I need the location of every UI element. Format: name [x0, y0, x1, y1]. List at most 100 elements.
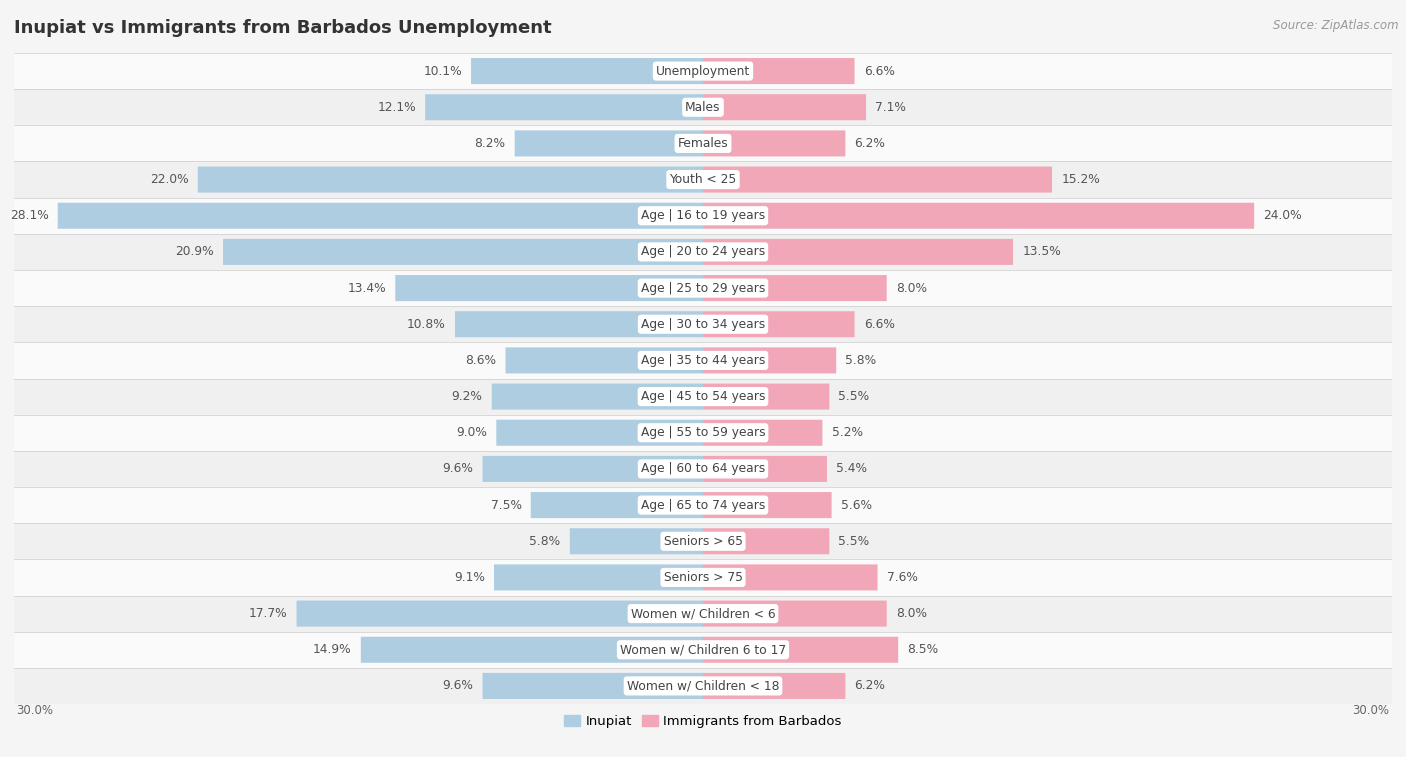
Text: 12.1%: 12.1% — [377, 101, 416, 114]
FancyBboxPatch shape — [456, 311, 703, 338]
Text: Inupiat vs Immigrants from Barbados Unemployment: Inupiat vs Immigrants from Barbados Unem… — [14, 19, 551, 37]
Text: 6.6%: 6.6% — [863, 64, 894, 77]
FancyBboxPatch shape — [569, 528, 703, 554]
Text: Age | 60 to 64 years: Age | 60 to 64 years — [641, 463, 765, 475]
Text: 13.5%: 13.5% — [1022, 245, 1062, 258]
Text: Age | 16 to 19 years: Age | 16 to 19 years — [641, 209, 765, 223]
Text: Age | 30 to 34 years: Age | 30 to 34 years — [641, 318, 765, 331]
Text: 6.2%: 6.2% — [855, 137, 886, 150]
Text: Women w/ Children < 6: Women w/ Children < 6 — [631, 607, 775, 620]
Text: Youth < 25: Youth < 25 — [669, 173, 737, 186]
FancyBboxPatch shape — [198, 167, 703, 192]
Bar — [14, 270, 1392, 306]
Text: 5.8%: 5.8% — [530, 534, 561, 548]
Text: 22.0%: 22.0% — [150, 173, 188, 186]
Text: 30.0%: 30.0% — [17, 704, 53, 717]
Text: 9.6%: 9.6% — [443, 680, 474, 693]
FancyBboxPatch shape — [703, 492, 831, 518]
Text: 28.1%: 28.1% — [10, 209, 48, 223]
FancyBboxPatch shape — [703, 203, 1254, 229]
Text: Seniors > 75: Seniors > 75 — [664, 571, 742, 584]
Bar — [14, 126, 1392, 161]
FancyBboxPatch shape — [703, 565, 877, 590]
Bar — [14, 234, 1392, 270]
FancyBboxPatch shape — [703, 58, 855, 84]
Bar — [14, 596, 1392, 631]
Text: 17.7%: 17.7% — [249, 607, 287, 620]
FancyBboxPatch shape — [703, 456, 827, 482]
Text: Women w/ Children < 18: Women w/ Children < 18 — [627, 680, 779, 693]
Bar — [14, 306, 1392, 342]
Text: 20.9%: 20.9% — [176, 245, 214, 258]
Text: 5.8%: 5.8% — [845, 354, 876, 367]
Text: Age | 55 to 59 years: Age | 55 to 59 years — [641, 426, 765, 439]
FancyBboxPatch shape — [703, 275, 887, 301]
FancyBboxPatch shape — [703, 94, 866, 120]
Text: 8.0%: 8.0% — [896, 282, 927, 294]
Bar — [14, 451, 1392, 487]
FancyBboxPatch shape — [506, 347, 703, 373]
FancyBboxPatch shape — [703, 384, 830, 410]
Text: Age | 35 to 44 years: Age | 35 to 44 years — [641, 354, 765, 367]
Text: 5.5%: 5.5% — [838, 390, 870, 403]
Text: 6.6%: 6.6% — [863, 318, 894, 331]
Bar — [14, 487, 1392, 523]
Bar — [14, 89, 1392, 126]
Text: 5.5%: 5.5% — [838, 534, 870, 548]
Text: 5.2%: 5.2% — [831, 426, 863, 439]
Text: 13.4%: 13.4% — [347, 282, 387, 294]
Bar — [14, 53, 1392, 89]
Text: 5.6%: 5.6% — [841, 499, 872, 512]
Text: Women w/ Children 6 to 17: Women w/ Children 6 to 17 — [620, 643, 786, 656]
Text: 8.5%: 8.5% — [907, 643, 939, 656]
FancyBboxPatch shape — [496, 419, 703, 446]
Text: Males: Males — [685, 101, 721, 114]
Text: Unemployment: Unemployment — [655, 64, 751, 77]
Text: Age | 20 to 24 years: Age | 20 to 24 years — [641, 245, 765, 258]
Text: Source: ZipAtlas.com: Source: ZipAtlas.com — [1274, 19, 1399, 32]
Text: 8.6%: 8.6% — [465, 354, 496, 367]
FancyBboxPatch shape — [703, 239, 1012, 265]
FancyBboxPatch shape — [361, 637, 703, 663]
FancyBboxPatch shape — [58, 203, 703, 229]
Text: 5.4%: 5.4% — [837, 463, 868, 475]
FancyBboxPatch shape — [703, 347, 837, 373]
FancyBboxPatch shape — [703, 600, 887, 627]
Text: 10.1%: 10.1% — [423, 64, 461, 77]
FancyBboxPatch shape — [494, 565, 703, 590]
Bar — [14, 523, 1392, 559]
FancyBboxPatch shape — [395, 275, 703, 301]
Text: 24.0%: 24.0% — [1264, 209, 1302, 223]
Bar — [14, 198, 1392, 234]
Text: 7.5%: 7.5% — [491, 499, 522, 512]
FancyBboxPatch shape — [297, 600, 703, 627]
Text: 9.0%: 9.0% — [457, 426, 486, 439]
Text: 9.2%: 9.2% — [451, 390, 482, 403]
Text: 15.2%: 15.2% — [1062, 173, 1099, 186]
FancyBboxPatch shape — [703, 419, 823, 446]
Bar — [14, 342, 1392, 378]
FancyBboxPatch shape — [703, 637, 898, 663]
FancyBboxPatch shape — [515, 130, 703, 157]
FancyBboxPatch shape — [492, 384, 703, 410]
Bar — [14, 668, 1392, 704]
FancyBboxPatch shape — [703, 167, 1052, 192]
FancyBboxPatch shape — [703, 528, 830, 554]
Text: Seniors > 65: Seniors > 65 — [664, 534, 742, 548]
Text: Age | 25 to 29 years: Age | 25 to 29 years — [641, 282, 765, 294]
Text: 9.6%: 9.6% — [443, 463, 474, 475]
Text: Age | 45 to 54 years: Age | 45 to 54 years — [641, 390, 765, 403]
FancyBboxPatch shape — [425, 94, 703, 120]
FancyBboxPatch shape — [531, 492, 703, 518]
Text: 8.2%: 8.2% — [474, 137, 506, 150]
Text: 10.8%: 10.8% — [408, 318, 446, 331]
FancyBboxPatch shape — [471, 58, 703, 84]
Bar — [14, 378, 1392, 415]
FancyBboxPatch shape — [482, 456, 703, 482]
Bar — [14, 631, 1392, 668]
Text: 6.2%: 6.2% — [855, 680, 886, 693]
Bar — [14, 161, 1392, 198]
Text: 7.1%: 7.1% — [875, 101, 905, 114]
FancyBboxPatch shape — [703, 673, 845, 699]
Text: 14.9%: 14.9% — [314, 643, 352, 656]
